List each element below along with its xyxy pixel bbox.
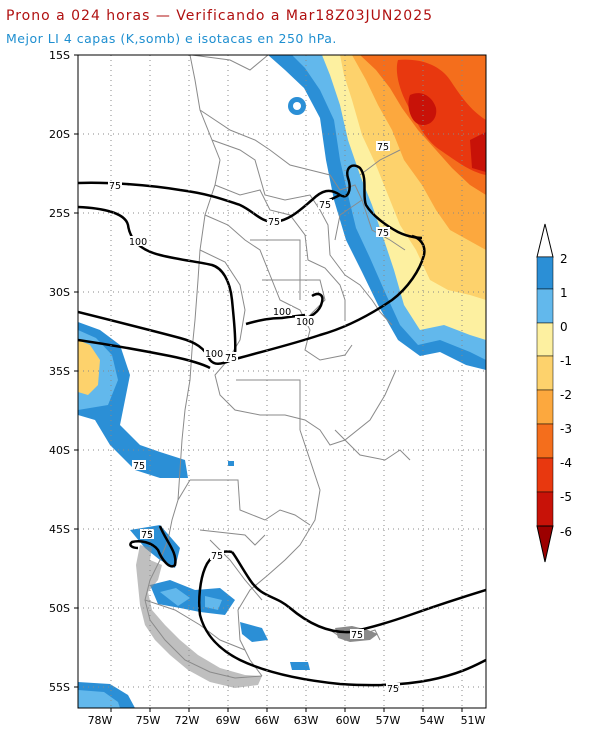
lat-tick-label: 25S — [49, 207, 70, 220]
colorbar-swatch — [536, 322, 554, 357]
lat-lon-grid — [78, 55, 486, 708]
lat-tick-label: 50S — [49, 602, 70, 615]
lat-tick-label: 55S — [49, 681, 70, 694]
isotach-labels: 75 75 75 75 100 100 100 100 75 75 75 75 … — [108, 141, 400, 695]
colorbar-tick-label: -1 — [560, 354, 572, 368]
colorbar-swatch — [536, 355, 554, 391]
colorbar-swatch — [536, 288, 554, 324]
lat-tick-label: 15S — [49, 49, 70, 62]
li-zone-red-core — [408, 93, 437, 126]
lon-tick-label: 63W — [294, 714, 319, 727]
lon-tick-label: 66W — [255, 714, 280, 727]
map-frame — [77, 54, 487, 709]
li-zone-blue-south2 — [150, 580, 235, 615]
isotach-label: 100 — [273, 307, 291, 318]
isotach-label: 75 — [211, 551, 223, 562]
colorbar-top-arrow — [536, 223, 554, 258]
colorbar-tick-label: 1 — [560, 286, 568, 300]
isotach-label: 100 — [296, 317, 314, 328]
li-zone-blue-south3 — [240, 622, 268, 642]
colorbar-swatch — [536, 457, 554, 493]
lon-axis: 78W 75W 72W 69W 66W 63W 60W 57W 54W 51W — [88, 708, 486, 727]
lat-tick-label: 20S — [49, 128, 70, 141]
isotach-label: 100 — [205, 349, 223, 360]
colorbar: 2 1 0 -1 -2 -3 -4 -5 -6 — [536, 223, 572, 563]
map-title: Prono a 024 horas — Verificando a Mar18Z… — [6, 8, 434, 24]
lon-tick-label: 69W — [216, 714, 241, 727]
lat-tick-label: 30S — [49, 286, 70, 299]
colorbar-bottom-arrow — [536, 525, 554, 563]
isotach-label: 75 — [351, 630, 363, 641]
colorbar-tick-label: -3 — [560, 422, 572, 436]
colorbar-tick-label: 2 — [560, 252, 568, 266]
colorbar-swatch — [536, 423, 554, 459]
colorbar-tick-label: 0 — [560, 320, 568, 334]
lon-tick-label: 54W — [420, 714, 445, 727]
lat-tick-label: 40S — [49, 444, 70, 457]
colorbar-swatch — [536, 389, 554, 425]
lon-tick-label: 78W — [88, 714, 113, 727]
lon-tick-label: 51W — [461, 714, 486, 727]
colorbar-tick-label: -4 — [560, 456, 572, 470]
lat-tick-label: 45S — [49, 523, 70, 536]
lon-tick-label: 60W — [336, 714, 361, 727]
colorbar-swatch — [536, 256, 554, 290]
lon-tick-label: 57W — [376, 714, 401, 727]
li-zone-yellow-west — [78, 340, 100, 395]
isotach-label: 75 — [225, 353, 237, 364]
isotach-label: 75 — [319, 200, 331, 211]
isotach-label: 75 — [268, 217, 280, 228]
lon-tick-label: 75W — [136, 714, 161, 727]
colorbar-tick-label: -5 — [560, 490, 572, 504]
lat-tick-label: 35S — [49, 365, 70, 378]
isotach-label: 75 — [377, 228, 389, 239]
isotach-label: 75 — [387, 684, 399, 695]
colorbar-tick-label: -2 — [560, 388, 572, 402]
lon-tick-label: 72W — [175, 714, 200, 727]
isotach-label: 100 — [129, 237, 147, 248]
map-plot-area: 75 75 75 75 100 100 100 100 75 75 75 75 … — [78, 55, 486, 708]
isotach-label: 75 — [133, 461, 145, 472]
colorbar-swatch — [536, 491, 554, 527]
isotach-label: 75 — [109, 181, 121, 192]
li-zone-red-east — [470, 132, 486, 172]
colorbar-tick-label: -6 — [560, 525, 572, 539]
map-subtitle: Mejor LI 4 capas (K,somb) e isotacas en … — [6, 31, 337, 46]
lat-axis: 15S 20S 25S 30S 35S 40S 45S 50S 55S — [49, 49, 78, 694]
isotach-label: 75 — [377, 142, 389, 153]
isotach-label: 75 — [141, 530, 153, 541]
li-zone-red — [396, 59, 486, 175]
